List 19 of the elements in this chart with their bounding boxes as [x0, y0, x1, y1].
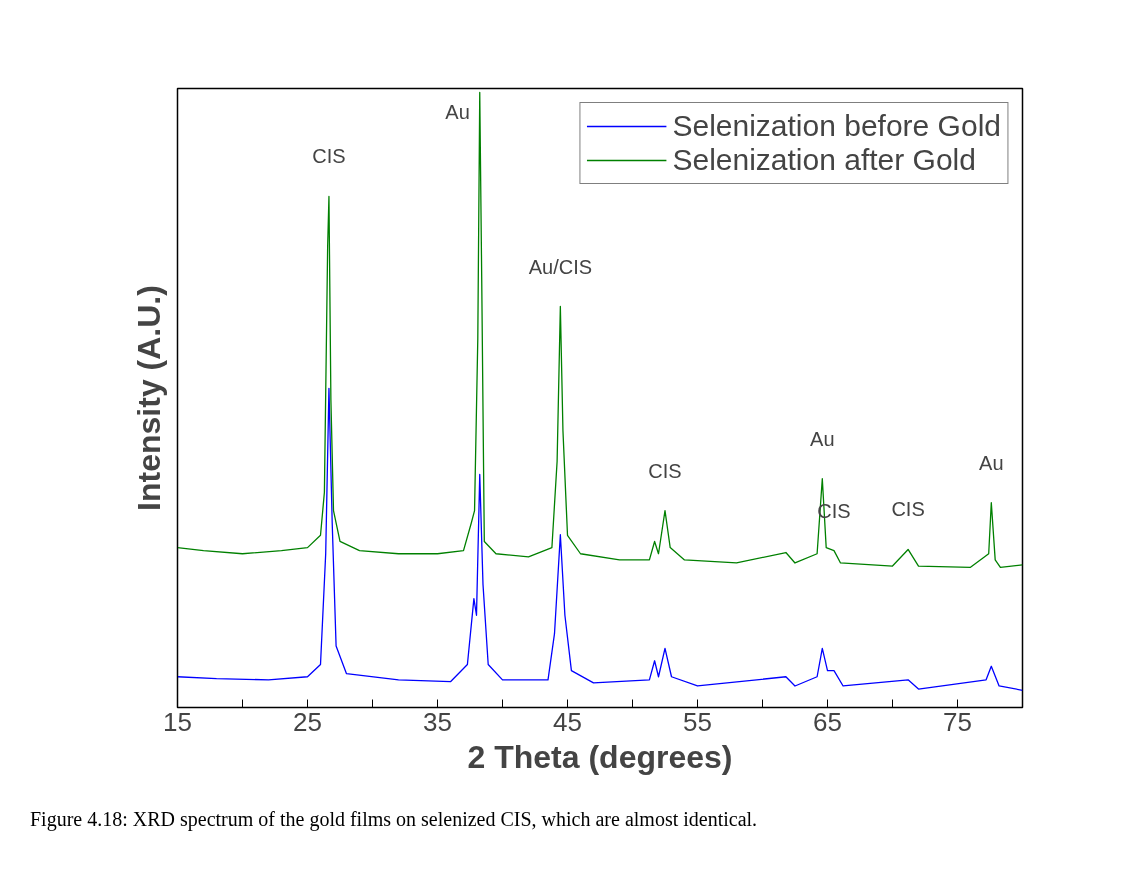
annotation: CIS	[648, 459, 682, 482]
x-tick-label: 25	[293, 706, 322, 737]
caption: Figure 4.18: XRD spectrum of the gold films on selenized CIS, which are almost identical.	[30, 807, 758, 833]
annotation: CIS	[891, 498, 925, 521]
y-axis-title: Intensity (A.U.)	[130, 285, 167, 511]
x-axis-title: 2 Theta (degrees)	[467, 738, 733, 775]
x-tick-label: 55	[683, 706, 712, 737]
x-tick-label: 45	[553, 706, 582, 737]
x-tick-label: 75	[943, 706, 972, 737]
annotation: Au	[445, 101, 470, 124]
x-tick-label: 65	[813, 706, 842, 737]
x-tick-label: 15	[163, 706, 192, 737]
annotation: Au	[810, 427, 835, 450]
legend-label: Selenization after Gold	[672, 143, 976, 177]
x-tick-label: 35	[423, 706, 452, 737]
annotation: Au	[979, 451, 1004, 474]
annotation: CIS	[312, 145, 346, 168]
annotation: Au/CIS	[528, 255, 593, 278]
legend-label: Selenization before Gold	[672, 109, 1001, 143]
